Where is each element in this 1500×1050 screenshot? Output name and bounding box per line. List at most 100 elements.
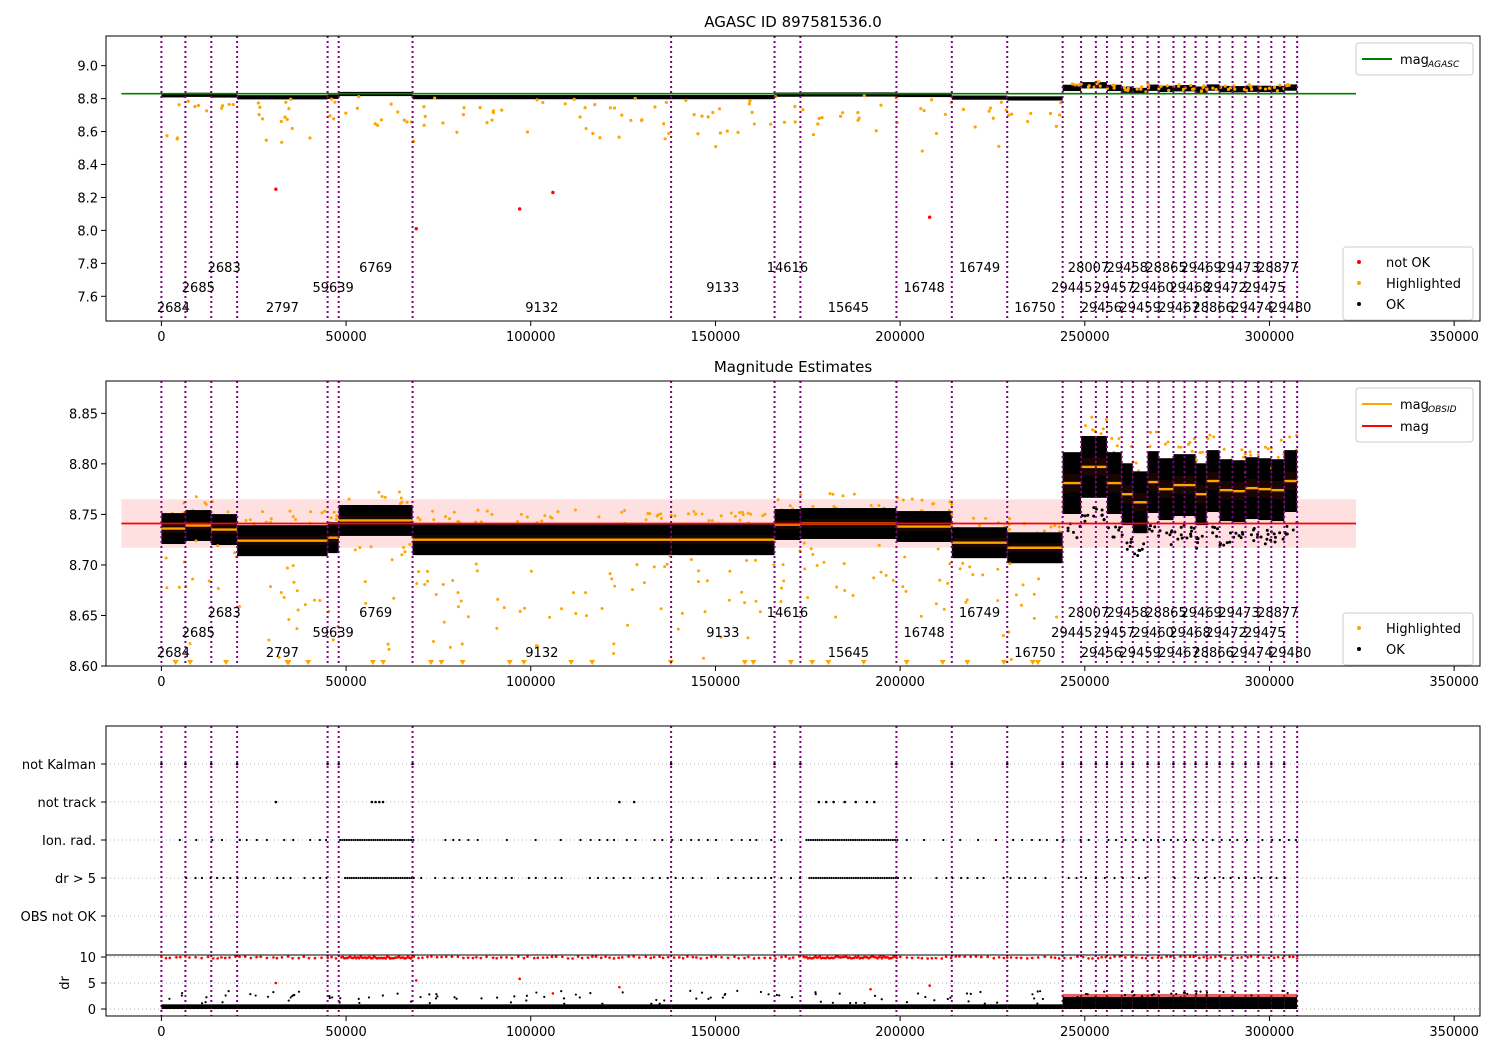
dr-not-ok-point: [1288, 955, 1291, 959]
flag-dr-point: [236, 876, 239, 880]
agasc-obsid-label: 29474: [1231, 301, 1272, 316]
legend-agasc-lines: mag AGASC: [1355, 42, 1474, 76]
magnitude-offscale-marker: [1000, 660, 1007, 665]
flag-ion-rad-point: [714, 838, 718, 842]
dr-not-ok-point: [179, 955, 182, 959]
magnitude-highlighted-point: [383, 495, 387, 499]
agasc-points-legend-marker: [1357, 260, 1361, 264]
magnitude-highlighted-point: [659, 607, 663, 611]
flag-dr-point: [1121, 876, 1124, 880]
magnitude-highlighted-point: [832, 504, 836, 508]
magnitude-highlighted-point: [968, 565, 972, 569]
magnitude-points-legend-marker: [1357, 647, 1361, 651]
agasc-ok-band: [896, 92, 952, 98]
magnitude-highlighted-point: [702, 656, 706, 660]
dr-ok-point: [1250, 994, 1253, 997]
magnitude-highlighted-point: [676, 627, 680, 631]
agasc-highlighted-point: [1287, 83, 1291, 87]
flag-dr-point: [1229, 876, 1232, 880]
dr-ok-point: [1267, 1000, 1270, 1003]
dr-ok-band: [1284, 997, 1298, 1009]
magnitude-highlighted-point: [703, 610, 707, 614]
magnitude-highlighted-point: [448, 517, 452, 521]
magnitude-highlighted-point: [811, 505, 815, 509]
magnitude-obsid-label: 15645: [828, 646, 869, 661]
magnitude-highlighted-point: [842, 562, 846, 566]
dr-highlighted-band: [1121, 993, 1133, 998]
magnitude-highlighted-point: [891, 578, 895, 582]
magnitude-ok-point: [1118, 526, 1122, 530]
magnitude-highlighted-point: [452, 510, 456, 514]
flag-ion-rad-point: [1149, 838, 1153, 842]
magnitude-highlighted-point: [267, 638, 271, 642]
magnitude-obsid-label: 16749: [959, 606, 1000, 621]
flag-dr-point: [1222, 876, 1225, 880]
flag-dr-point: [383, 876, 387, 880]
flag-dr-point: [397, 876, 400, 880]
dr-ok-band: [1206, 997, 1220, 1009]
flag-dr-point: [368, 876, 371, 880]
agasc-highlighted-point: [684, 98, 688, 102]
flag-dr-point: [892, 876, 895, 880]
agasc-highlighted-point: [279, 119, 283, 124]
dr-not-ok-point: [599, 956, 603, 960]
magnitude-highlighted-point: [648, 512, 652, 516]
magnitude-obsid-label: 29472: [1205, 626, 1246, 641]
dr-not-ok-point: [259, 955, 262, 959]
dr-not-ok-point: [491, 956, 495, 960]
panel-agasc-plot-area: [121, 36, 1356, 321]
flag-dr-point: [872, 876, 875, 880]
magnitude-highlighted-point: [1288, 435, 1292, 439]
magnitude-highlighted-point: [719, 635, 723, 639]
magnitude-highlighted-point: [400, 553, 404, 557]
magnitude-obsid-label: 29459: [1120, 646, 1161, 661]
magnitude-highlighted-point: [244, 518, 248, 522]
dr-not-ok-point: [286, 955, 290, 958]
agasc-highlighted-point: [422, 105, 426, 109]
magnitude-ok-point: [1265, 528, 1269, 532]
dr-not-ok-point: [916, 956, 920, 959]
dr-not-ok-point: [720, 955, 723, 959]
dr-not-ok-point: [879, 955, 882, 958]
magnitude-highlighted-point: [779, 600, 783, 604]
flag-dr-point: [881, 876, 884, 880]
dr-ok-point: [709, 996, 712, 999]
magnitude-highlighted-point: [572, 591, 576, 595]
agasc-highlighted-point: [478, 106, 482, 110]
agasc-highlighted-point: [423, 114, 427, 119]
dr-not-ok-point: [940, 957, 944, 960]
flag-dr-point: [1260, 876, 1263, 880]
agasc-highlighted-point: [357, 94, 361, 99]
agasc-highlighted-point: [711, 110, 715, 115]
magnitude-highlighted-point: [904, 589, 908, 593]
flag-not-kalman-point: [1172, 762, 1175, 766]
flag-not-kalman-point: [1194, 762, 1197, 766]
magnitude-highlighted-point: [292, 580, 296, 584]
agasc-highlighted-point: [943, 112, 947, 117]
dr-not-ok-point: [1249, 955, 1253, 958]
dr-not-ok-point: [586, 956, 590, 959]
flag-dr-point: [451, 876, 454, 880]
magnitude-ok-point: [1100, 508, 1104, 512]
flag-dr-point: [312, 876, 315, 880]
magnitude-highlighted-point: [476, 508, 480, 512]
dr-ok-point: [924, 995, 927, 999]
agasc-highlighted-point: [572, 97, 576, 101]
magnitude-highlighted-point: [872, 576, 876, 580]
magnitude-highlighted-point: [529, 569, 533, 573]
dr-ok-band: [1106, 997, 1122, 1009]
magnitude-highlighted-point: [1008, 528, 1012, 532]
flag-ion-rad-point: [178, 838, 181, 842]
magnitude-highlighted-point: [1166, 440, 1170, 444]
magnitude-ok-point: [1278, 531, 1282, 535]
agasc-highlighted-point: [591, 131, 595, 136]
magnitude-highlighted-point: [626, 623, 630, 627]
magnitude-highlighted-point: [323, 509, 327, 513]
magnitude-highlighted-point: [728, 569, 732, 573]
magnitude-highlighted-point: [1032, 592, 1036, 596]
agasc-highlighted-point: [1177, 83, 1181, 87]
agasc-highlighted-point: [633, 96, 637, 101]
agasc-highlighted-point: [663, 137, 667, 141]
magnitude-highlighted-point: [296, 608, 300, 612]
flag-dr-point: [629, 876, 632, 880]
